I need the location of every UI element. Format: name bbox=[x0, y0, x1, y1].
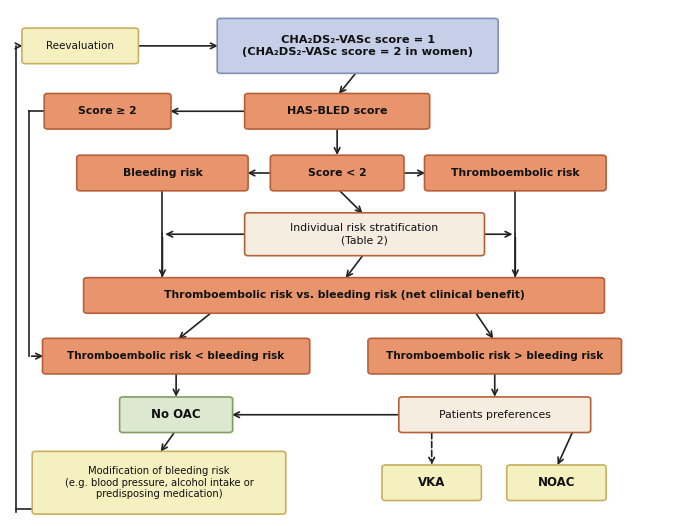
FancyBboxPatch shape bbox=[270, 155, 404, 191]
Text: Thromboembolic risk < bleeding risk: Thromboembolic risk < bleeding risk bbox=[67, 351, 285, 361]
FancyBboxPatch shape bbox=[77, 155, 248, 191]
Text: Individual risk stratification
(Table 2): Individual risk stratification (Table 2) bbox=[290, 224, 439, 245]
FancyBboxPatch shape bbox=[368, 338, 621, 374]
Text: Patients preferences: Patients preferences bbox=[439, 410, 550, 420]
Text: Thromboembolic risk > bleeding risk: Thromboembolic risk > bleeding risk bbox=[386, 351, 603, 361]
FancyBboxPatch shape bbox=[84, 278, 604, 313]
FancyBboxPatch shape bbox=[507, 465, 606, 501]
FancyBboxPatch shape bbox=[22, 28, 138, 64]
FancyBboxPatch shape bbox=[217, 18, 498, 73]
Text: Score < 2: Score < 2 bbox=[308, 168, 367, 178]
FancyBboxPatch shape bbox=[44, 94, 171, 129]
FancyBboxPatch shape bbox=[245, 213, 484, 256]
Text: Bleeding risk: Bleeding risk bbox=[122, 168, 202, 178]
FancyBboxPatch shape bbox=[382, 465, 482, 501]
FancyBboxPatch shape bbox=[43, 338, 310, 374]
FancyBboxPatch shape bbox=[399, 397, 591, 432]
FancyBboxPatch shape bbox=[424, 155, 606, 191]
FancyBboxPatch shape bbox=[32, 451, 286, 514]
FancyBboxPatch shape bbox=[120, 397, 233, 432]
FancyBboxPatch shape bbox=[245, 94, 429, 129]
Text: Thromboembolic risk: Thromboembolic risk bbox=[451, 168, 579, 178]
Text: CHA₂DS₂-VASc score = 1
(CHA₂DS₂-VASc score = 2 in women): CHA₂DS₂-VASc score = 1 (CHA₂DS₂-VASc sco… bbox=[242, 35, 473, 57]
Text: VKA: VKA bbox=[418, 476, 445, 489]
Text: HAS-BLED score: HAS-BLED score bbox=[287, 106, 387, 116]
Text: Score ≥ 2: Score ≥ 2 bbox=[78, 106, 137, 116]
Text: Modification of bleeding risk
(e.g. blood pressure, alcohol intake or
predisposi: Modification of bleeding risk (e.g. bloo… bbox=[65, 466, 253, 499]
Text: Thromboembolic risk vs. bleeding risk (net clinical benefit): Thromboembolic risk vs. bleeding risk (n… bbox=[164, 290, 524, 300]
Text: Reevaluation: Reevaluation bbox=[46, 41, 114, 51]
Text: NOAC: NOAC bbox=[537, 476, 575, 489]
Text: No OAC: No OAC bbox=[151, 408, 201, 421]
